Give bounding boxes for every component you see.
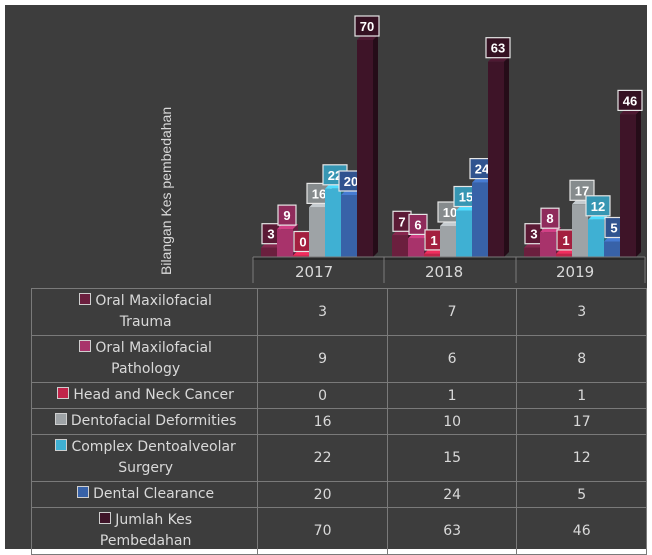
data-label: 1: [556, 229, 576, 251]
table-cell: 46: [516, 507, 647, 555]
legend-swatch: [79, 340, 92, 352]
row-label-text: Pembedahan: [99, 533, 192, 549]
row-label: Complex Dentoalveolar Surgery: [30, 434, 259, 482]
svg-text:20: 20: [344, 174, 358, 189]
data-label: 8: [540, 207, 560, 229]
chart-floor: [253, 257, 645, 260]
svg-text:3: 3: [267, 227, 274, 242]
table-cell: 7: [386, 288, 518, 336]
row-label-text: Dentofacial Deformities: [70, 413, 237, 429]
bar: [620, 109, 641, 258]
table-cell: 16: [257, 408, 388, 435]
bar: [357, 35, 378, 257]
svg-text:7: 7: [398, 214, 405, 229]
table-cell: 1: [516, 382, 647, 409]
row-label-text: Dental Clearance: [93, 486, 215, 502]
table-cell: 22: [257, 434, 388, 482]
table-cell: 3: [257, 288, 388, 336]
data-label: 70: [354, 15, 380, 37]
svg-text:10: 10: [443, 205, 457, 220]
table-row: Head and Neck Cancer 0 1 1: [30, 382, 647, 409]
data-label: 12: [585, 195, 611, 217]
svg-text:46: 46: [623, 93, 637, 108]
table-cell: 0: [257, 382, 388, 409]
row-label-text: Head and Neck Cancer: [73, 387, 234, 403]
svg-text:15: 15: [459, 190, 473, 205]
category-label-2017: 2017: [295, 263, 334, 281]
table-row: Complex Dentoalveolar Surgery 22 15 12: [30, 434, 647, 482]
table-cell: 63: [386, 507, 518, 555]
svg-text:16: 16: [312, 186, 326, 201]
row-label-text: Surgery: [118, 460, 174, 476]
row-label: Oral Maxilofacial Pathology: [30, 335, 259, 383]
table-cell: 5: [516, 481, 647, 508]
row-label: Dentofacial Deformities: [30, 408, 259, 435]
row-label-text: Oral Maxilofacial: [95, 340, 212, 356]
table-cell: 15: [386, 434, 518, 482]
row-label-text: Oral Maxilofacial: [95, 293, 212, 309]
row-label-text: Trauma: [119, 314, 172, 330]
svg-text:0: 0: [299, 235, 306, 250]
table-row: Dentofacial Deformities 16 10 17: [30, 408, 647, 435]
category-label-2019: 2019: [556, 263, 595, 281]
svg-text:6: 6: [414, 217, 421, 232]
row-label-text: Jumlah Kes: [115, 512, 193, 528]
table-cell: 1: [386, 382, 518, 409]
data-label: 1: [424, 229, 444, 251]
row-label: Dental Clearance: [30, 481, 259, 508]
data-label: 9: [277, 204, 297, 226]
row-label-text: Complex Dentoalveolar: [71, 439, 236, 455]
y-axis-label: Bilangan Kes pembedahan: [158, 107, 174, 275]
svg-text:63: 63: [491, 41, 505, 56]
svg-text:1: 1: [562, 233, 569, 248]
category-label-2018: 2018: [425, 263, 464, 281]
data-label: 7: [392, 210, 412, 232]
table-cell: 9: [257, 335, 388, 383]
table-cell: 3: [516, 288, 647, 336]
table-cell: 17: [516, 408, 647, 435]
data-table: Oral Maxilofacial Trauma 3 7 3 Oral Maxilofac…: [30, 288, 647, 555]
table-row: Oral Maxilofacial Pathology 9 6 8: [30, 335, 647, 383]
row-label-text: Pathology: [111, 361, 181, 377]
row-label: Head and Neck Cancer: [30, 382, 259, 409]
table-row: Dental Clearance 20 24 5: [30, 481, 647, 508]
legend-swatch: [77, 486, 90, 498]
svg-text:70: 70: [360, 19, 374, 34]
table-row: Oral Maxilofacial Trauma 3 7 3: [30, 288, 647, 336]
table-cell: 20: [257, 481, 388, 508]
legend-swatch: [57, 387, 70, 399]
svg-text:9: 9: [283, 208, 290, 223]
chart-panel: 3 9 0 16 22 20 70 7 6 1 10 15 24 63 3 8 1 17 12 5 46 Bilanga…: [5, 5, 647, 555]
y-axis-label-text: Bilangan Kes pembedahan: [158, 107, 174, 275]
svg-text:24: 24: [475, 162, 490, 177]
row-label: Oral Maxilofacial Trauma: [30, 288, 259, 336]
table-cell: 10: [386, 408, 518, 435]
legend-swatch: [55, 439, 68, 451]
data-label: 0: [293, 230, 313, 253]
table-row: Jumlah Kes Pembedahan 70 63 46: [30, 507, 647, 555]
svg-text:8: 8: [546, 211, 553, 226]
svg-text:3: 3: [530, 227, 537, 242]
data-label: 6: [408, 213, 428, 235]
data-label: 46: [617, 89, 643, 112]
legend-swatch: [99, 512, 112, 524]
svg-text:1: 1: [430, 233, 437, 248]
row-label: Jumlah Kes Pembedahan: [30, 507, 259, 555]
legend-swatch: [54, 413, 67, 425]
bar: [488, 56, 509, 258]
svg-text:12: 12: [591, 199, 605, 214]
table-cell: 24: [386, 481, 518, 508]
table-cell: 70: [257, 507, 388, 555]
legend-swatch: [79, 293, 92, 305]
table-cell: 6: [386, 335, 518, 383]
table-cell: 8: [516, 335, 647, 383]
table-cell: 12: [516, 434, 647, 482]
svg-text:17: 17: [575, 183, 589, 198]
svg-text:5: 5: [610, 221, 617, 236]
data-label: 63: [485, 37, 511, 59]
